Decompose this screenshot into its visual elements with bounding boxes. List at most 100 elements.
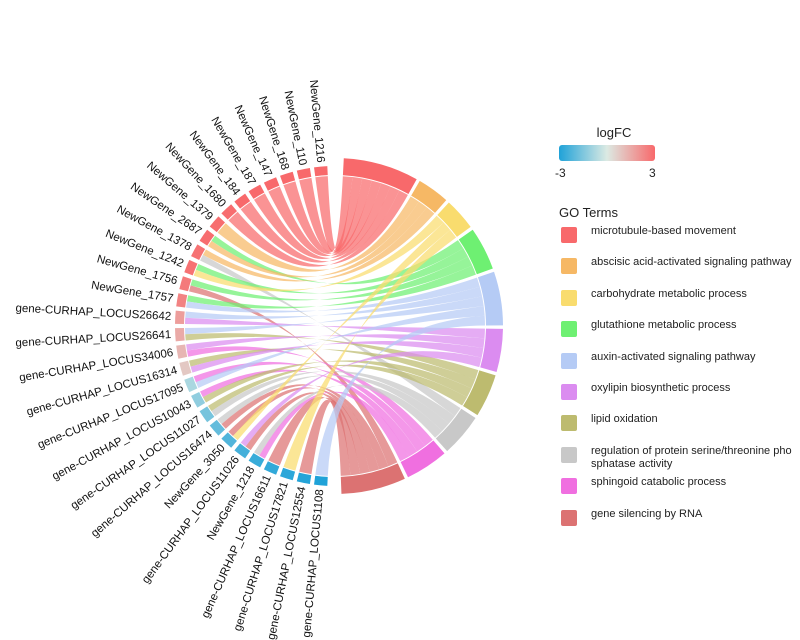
- chord-ribbon: [185, 317, 485, 339]
- gene-sector: [191, 391, 206, 408]
- gene-sector: [184, 259, 198, 276]
- chord-ribbon: [240, 351, 482, 447]
- gene-sector: [199, 406, 215, 423]
- chord-ribbon: [190, 340, 484, 373]
- gene-sector: [179, 276, 192, 292]
- gene-sector: [248, 184, 265, 199]
- chord-ribbon: [228, 190, 408, 267]
- gene-sector: [296, 472, 312, 485]
- chord-ribbon: [299, 177, 363, 253]
- go-term-sector: [437, 202, 471, 237]
- gene-sector: [221, 432, 237, 448]
- gene-sector: [179, 360, 192, 376]
- go-term-swatch: [561, 446, 577, 463]
- chord-ribbon: [185, 286, 483, 320]
- gene-sector: [176, 293, 188, 308]
- chord-ribbon: [217, 196, 419, 272]
- go-terms-legend-title: GO Terms: [559, 205, 618, 220]
- chord-ribbon: [187, 265, 476, 309]
- chord-ribbon: [211, 371, 455, 424]
- go-term-label: sphingoid catabolic process: [591, 476, 727, 489]
- chord-ribbon: [195, 306, 485, 388]
- go-term-swatch: [561, 383, 577, 400]
- gene-sector: [263, 461, 280, 475]
- go-term-sector: [477, 271, 503, 326]
- chord-ribbon: [232, 222, 451, 441]
- gene-sector: [314, 166, 328, 177]
- chord-ribbon: [200, 254, 461, 417]
- go-term-swatch: [561, 227, 577, 243]
- go-term-label: oxylipin biosynthetic process: [591, 381, 731, 394]
- go-term-swatch: [561, 289, 577, 306]
- chord-ribbon: [245, 392, 370, 474]
- gene-sector: [175, 327, 185, 342]
- gene-label: gene-CURHAP_LOCUS26641: [15, 329, 171, 350]
- go-term-sector: [411, 180, 447, 213]
- chord-ribbon: [186, 277, 480, 313]
- gene-label: gene-CURHAP_LOCUS1108: [301, 489, 326, 638]
- chord-ribbon: [254, 183, 391, 260]
- gene-sector: [296, 167, 312, 180]
- gene-sector: [209, 419, 226, 436]
- gene-label: NewGene_1216: [307, 79, 326, 163]
- go-term-label: gene silencing by RNA: [591, 507, 703, 520]
- go-term-sector: [400, 440, 445, 478]
- chord-ribbon: [187, 346, 433, 446]
- gene-sector: [175, 310, 185, 325]
- gene-sector: [248, 453, 265, 468]
- gene-sector: [184, 376, 198, 393]
- chord-ribbon: [186, 334, 485, 351]
- gene-sector: [280, 467, 296, 481]
- gene-labels: NewGene_1216NewGene_110NewGene_168NewGen…: [15, 79, 326, 640]
- go-term-sector: [458, 229, 493, 275]
- go-term-sector: [340, 463, 405, 494]
- go-term-swatch: [561, 321, 577, 338]
- go-term-label: glutathione metabolic process: [591, 319, 737, 332]
- go-term-label: microtubule-based movement: [591, 225, 736, 237]
- chord-ribbon: [217, 374, 449, 431]
- chord-ribbon: [208, 364, 468, 412]
- chord-ribbon: [268, 180, 382, 257]
- go-term-label: auxin-activated signaling pathway: [591, 350, 756, 363]
- gene-sector: [263, 177, 280, 191]
- go-term-swatch: [561, 258, 577, 275]
- go-term-label: carbohydrate metabolic process: [591, 287, 747, 300]
- logfc-max-label: 3: [649, 166, 656, 180]
- chord-sectors: [175, 158, 503, 494]
- chord-ribbon: [283, 229, 457, 471]
- go-term-swatch: [561, 509, 577, 526]
- gene-sector: [191, 244, 206, 261]
- gene-sector: [221, 204, 237, 220]
- gene-sector: [176, 344, 188, 359]
- chord-ribbon: [259, 391, 409, 462]
- go-term-label: lipid oxidation: [591, 413, 658, 426]
- go-term-swatch: [561, 415, 577, 432]
- chord-ribbon: [268, 396, 361, 476]
- gene-sector: [314, 475, 328, 486]
- gene-sector: [234, 443, 251, 459]
- go-term-swatch: [561, 352, 577, 369]
- go-term-sector: [342, 158, 417, 195]
- chord-ribbon: [299, 399, 351, 476]
- chord-ribbon: [202, 360, 472, 403]
- go-term-label: regulation of protein serine/threonine p…: [591, 444, 792, 470]
- logfc-min-label: -3: [555, 166, 566, 180]
- chord-ribbon: [240, 186, 400, 263]
- logfc-colorbar: [559, 145, 655, 161]
- gene-label: gene-CURHAP_LOCUS26642: [15, 302, 171, 323]
- chord-ribbon: [254, 383, 443, 456]
- go-term-label: abscisic acid-activated signaling pathwa…: [591, 256, 792, 269]
- logfc-legend-title: logFC: [596, 125, 632, 140]
- gene-sector: [234, 193, 251, 209]
- gene-sector: [199, 229, 215, 246]
- chord-ribbon: [185, 296, 484, 335]
- go-term-sector: [435, 408, 476, 452]
- go-term-sector: [480, 328, 503, 373]
- gene-sector: [280, 171, 296, 185]
- go-term-sector: [463, 370, 496, 416]
- go-term-swatch: [561, 478, 577, 495]
- gene-sector: [209, 216, 226, 233]
- chord-ribbon: [283, 178, 372, 254]
- chord-ribbons: [185, 176, 485, 476]
- chord-ribbon: [193, 361, 426, 452]
